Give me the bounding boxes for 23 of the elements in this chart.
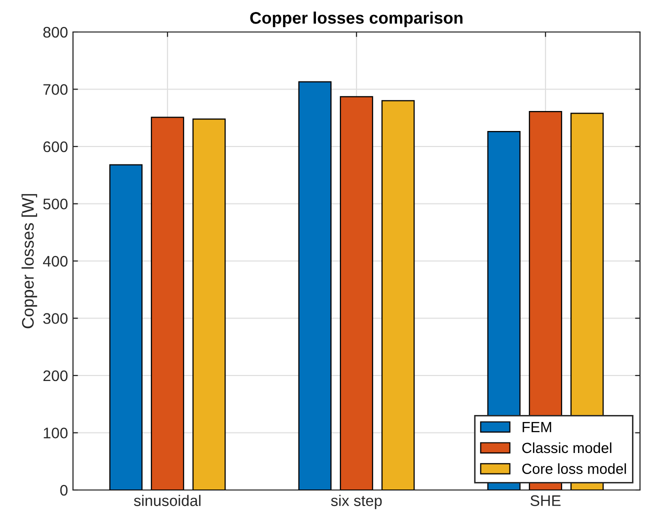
y-tick-label: 600 — [43, 141, 68, 152]
y-tick-label: 500 — [43, 198, 68, 210]
y-tick-label: 200 — [43, 370, 68, 382]
bar — [109, 164, 143, 490]
legend-label: Classic model — [522, 442, 612, 454]
y-tick-label: 100 — [44, 428, 68, 438]
y-tick-label: 400 — [43, 256, 68, 267]
legend-label: FEM — [522, 422, 552, 432]
bar — [150, 116, 184, 490]
x-tick-label: sinusoidal — [134, 494, 200, 506]
y-tick-label: 800 — [43, 26, 68, 38]
y-tick-label: 300 — [43, 313, 68, 324]
y-axis-title: Copper losses [W] — [22, 194, 38, 328]
x-tick-label: SHE — [530, 495, 561, 506]
x-tick-label: six step — [331, 494, 382, 510]
chart-title: Copper losses comparison — [250, 12, 462, 28]
legend-label: Core loss model — [522, 463, 626, 474]
bar — [192, 118, 226, 490]
bar — [381, 100, 415, 490]
y-tick-label: 0 — [60, 484, 68, 496]
bar — [298, 81, 332, 490]
y-tick-label: 700 — [43, 84, 68, 95]
bar — [340, 96, 374, 490]
